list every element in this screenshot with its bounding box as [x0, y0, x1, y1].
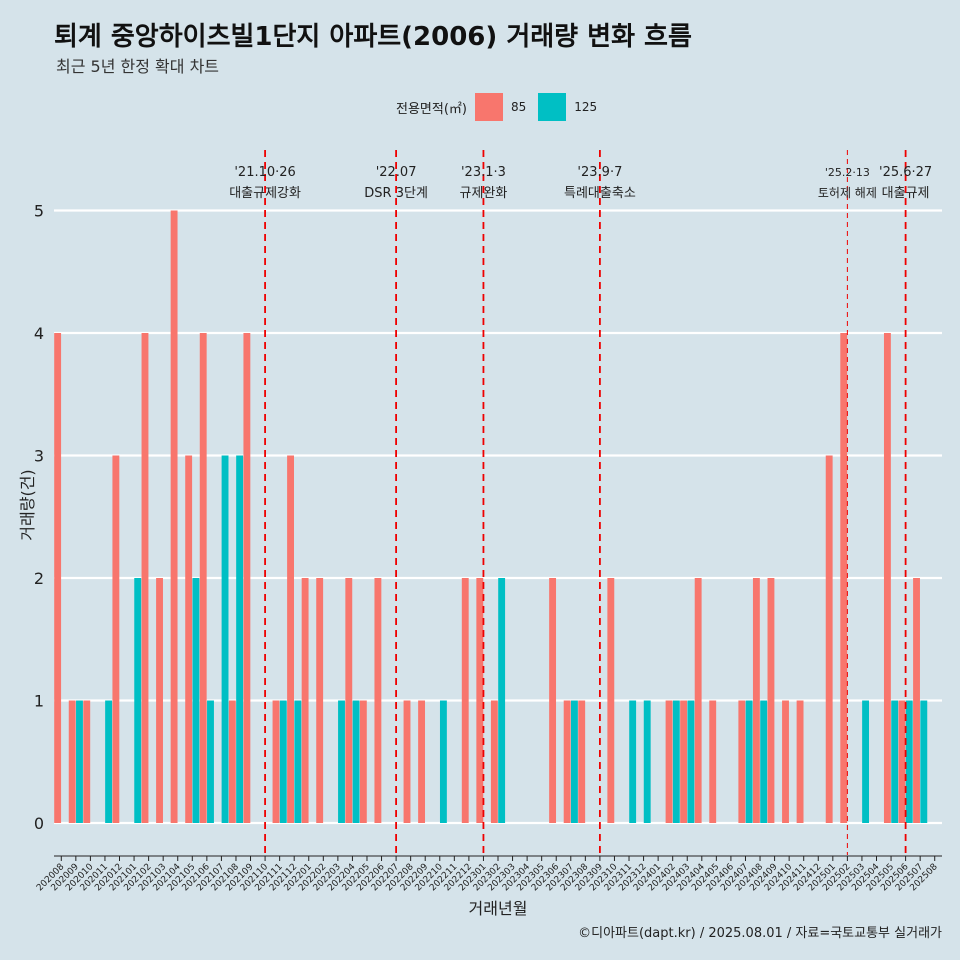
- legend: 전용면적(㎡) 85 125: [396, 93, 609, 121]
- bar-85-202105: [185, 455, 193, 823]
- legend-swatch-85: [474, 93, 503, 121]
- event-label-5: 대출규제: [882, 186, 930, 201]
- chart-subtitle: 최근 5년 한정 확대 차트: [56, 57, 220, 76]
- event-date-0: '21.10·26: [234, 165, 295, 180]
- event-date-2: '23.1·3: [461, 165, 506, 180]
- bar-125-202302: [498, 578, 506, 823]
- legend-title: 전용면적(㎡): [396, 101, 467, 117]
- bar-85-202012: [112, 455, 120, 823]
- bar-85-202408: [752, 578, 760, 823]
- bar-85-202106: [199, 333, 207, 823]
- bar-85-202308: [578, 700, 586, 823]
- bar-85-202407: [738, 700, 746, 823]
- bar-85-202402: [665, 700, 673, 823]
- bar-85-202111: [272, 700, 280, 823]
- bar-85-202010: [83, 700, 91, 823]
- bar-125-202204: [352, 700, 360, 823]
- event-label-2: 규제완화: [460, 186, 508, 201]
- bar-125-202505: [891, 700, 899, 823]
- source-caption: ©디아파트(dapt.kr) / 2025.08.01 / 자료=국토교통부 실…: [578, 926, 942, 941]
- bar-125-202311: [629, 700, 637, 823]
- y-tick-label-2: 2: [34, 569, 44, 588]
- bar-125-202203: [338, 700, 345, 823]
- bar-85-202409: [767, 578, 775, 823]
- y-tick-label-4: 4: [34, 324, 44, 343]
- bar-125-202407: [745, 700, 753, 823]
- bar-85-202310: [607, 578, 615, 823]
- event-label-1: DSR 3단계: [364, 186, 428, 201]
- bar-85-202209: [418, 700, 426, 823]
- event-label-0: 대출규제강화: [229, 186, 301, 201]
- bar-85-202507: [913, 578, 920, 823]
- bar-85-202009: [68, 700, 76, 823]
- bar-85-202202: [316, 578, 324, 823]
- bar-125-202101: [134, 578, 142, 823]
- bar-85-202403: [680, 700, 688, 823]
- x-axis-title: 거래년월: [469, 899, 528, 918]
- bar-85-202103: [156, 578, 163, 823]
- legend-label-85: 85: [510, 100, 527, 114]
- bar-85-202108: [228, 700, 236, 823]
- chart-title: 퇴계 중앙하이츠빌1단지 아파트(2006) 거래량 변화 흐름: [54, 22, 692, 52]
- y-tick-label-1: 1: [34, 692, 44, 711]
- bar-125-202506: [905, 700, 913, 823]
- event-date-5: '25.6·27: [879, 165, 932, 180]
- bar-125-202210: [439, 700, 447, 823]
- bar-85-202306: [549, 578, 557, 823]
- bar-85-202506: [898, 700, 906, 823]
- y-tick-label-3: 3: [34, 447, 44, 466]
- event-label-3: 특례대출축소: [564, 186, 636, 201]
- bar-85-202206: [374, 578, 382, 823]
- bar-85-202201: [301, 578, 309, 823]
- bar-85-202104: [170, 210, 178, 823]
- bar-85-202307: [563, 700, 571, 823]
- bar-125-202105: [192, 578, 200, 823]
- bar-85-202302: [490, 700, 498, 823]
- bar-125-202312: [643, 700, 651, 823]
- bar-85-202008: [54, 333, 62, 823]
- y-tick-label-0: 0: [34, 814, 44, 833]
- legend-label-125: 125: [574, 100, 598, 114]
- bar-85-202301: [476, 578, 484, 823]
- bar-85-202410: [782, 700, 789, 823]
- bar-125-202402: [672, 700, 680, 823]
- bar-125-202307: [570, 700, 578, 823]
- bar-85-202212: [461, 578, 469, 823]
- bar-125-202408: [760, 700, 768, 823]
- event-label-4: 토허제 해제: [818, 186, 877, 200]
- bar-85-202501: [825, 455, 833, 823]
- bar-125-202503: [862, 700, 870, 823]
- bar-125-202111: [279, 700, 287, 823]
- y-tick-label-5: 5: [34, 202, 44, 221]
- bar-125-202112: [294, 700, 302, 823]
- bar-125-202108: [236, 455, 244, 823]
- bar-125-202009: [76, 700, 83, 823]
- bar-85-202112: [287, 455, 294, 823]
- bar-125-202507: [920, 700, 928, 823]
- bar-85-202404: [694, 578, 702, 823]
- bar-125-202011: [105, 700, 113, 823]
- bar-85-202208: [403, 700, 411, 823]
- bar-85-202102: [141, 333, 149, 823]
- bar-125-202106: [207, 700, 214, 823]
- y-axis-title: 거래량(건): [18, 469, 37, 540]
- bar-85-202502: [840, 333, 848, 823]
- bar-85-202405: [709, 700, 717, 823]
- event-date-4: '25.2·13: [825, 166, 870, 179]
- event-date-1: '22.07: [376, 165, 417, 180]
- bar-85-202505: [883, 333, 891, 823]
- legend-swatch-125: [538, 93, 567, 121]
- bar-125-202403: [687, 700, 695, 823]
- bar-125-202107: [221, 455, 229, 823]
- bar-85-202205: [359, 700, 367, 823]
- bar-85-202411: [796, 700, 804, 823]
- bar-85-202204: [345, 578, 353, 823]
- event-date-3: '23.9·7: [577, 165, 622, 180]
- bar-85-202109: [243, 333, 251, 823]
